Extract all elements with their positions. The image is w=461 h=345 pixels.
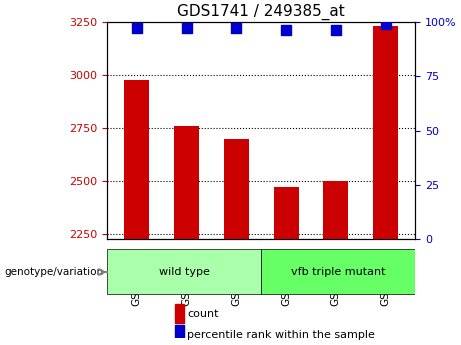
Text: wild type: wild type (159, 267, 209, 277)
Point (183, 26, 190, 31)
Bar (174, 126, 199, 239)
Text: percentile rank within the sample: percentile rank within the sample (187, 331, 375, 341)
Bar (373, 26, 398, 239)
Text: genotype/variation: genotype/variation (5, 267, 104, 277)
Point (332, 28, 340, 33)
Bar (274, 187, 299, 239)
Point (283, 28, 290, 33)
Bar (224, 138, 249, 239)
Text: vfb triple mutant: vfb triple mutant (291, 267, 385, 277)
Text: count: count (187, 308, 219, 318)
FancyBboxPatch shape (261, 249, 415, 294)
Point (233, 26, 240, 31)
Bar (324, 181, 349, 239)
Title: GDS1741 / 249385_at: GDS1741 / 249385_at (177, 4, 345, 20)
FancyBboxPatch shape (107, 249, 261, 294)
Bar (175, 325, 184, 345)
Bar (175, 304, 184, 324)
Point (133, 26, 141, 31)
Point (382, 21, 389, 27)
Bar (124, 80, 149, 239)
